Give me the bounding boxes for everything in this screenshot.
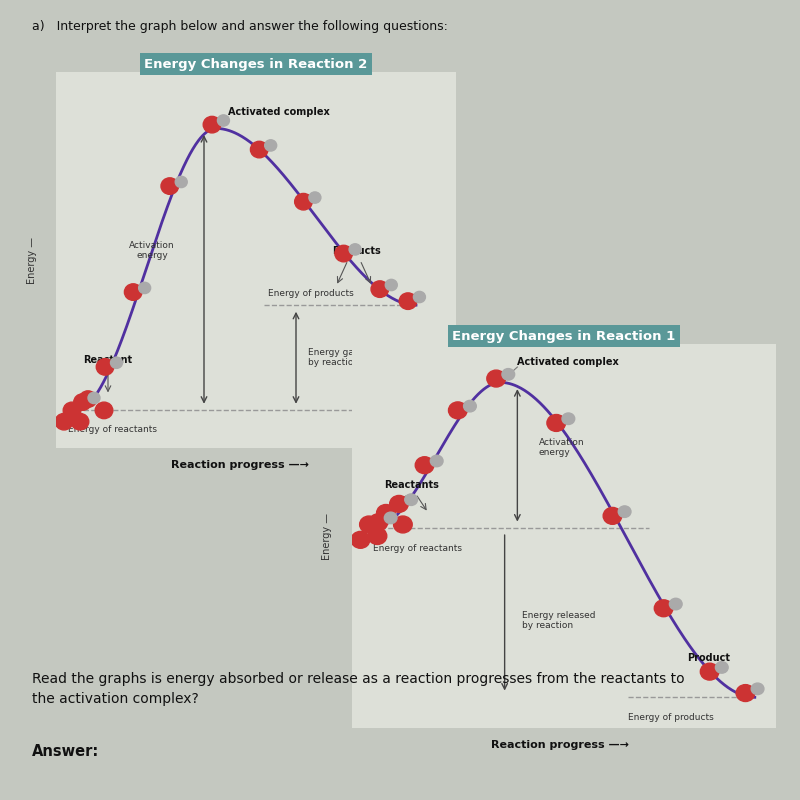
Text: Activated complex: Activated complex <box>228 107 330 117</box>
Text: Reactant: Reactant <box>83 355 133 366</box>
Circle shape <box>415 457 434 474</box>
Circle shape <box>79 391 97 407</box>
Text: Energy —: Energy — <box>27 237 37 283</box>
Circle shape <box>700 663 719 680</box>
Circle shape <box>654 600 673 617</box>
Circle shape <box>751 683 764 694</box>
Circle shape <box>250 142 268 158</box>
Circle shape <box>203 116 221 133</box>
Circle shape <box>405 494 418 506</box>
Text: Read the graphs is energy absorbed or release as a reaction progresses from the : Read the graphs is energy absorbed or re… <box>32 672 685 706</box>
Circle shape <box>371 281 389 298</box>
Circle shape <box>335 246 353 262</box>
Circle shape <box>63 402 81 418</box>
Circle shape <box>294 194 312 210</box>
Circle shape <box>430 455 443 466</box>
Text: Activation
energy: Activation energy <box>538 438 584 458</box>
Circle shape <box>360 516 378 533</box>
Text: Activated complex: Activated complex <box>518 357 619 367</box>
Text: Energy of reactants: Energy of reactants <box>373 544 462 553</box>
Circle shape <box>96 358 114 375</box>
Circle shape <box>414 291 426 302</box>
Circle shape <box>88 392 100 403</box>
Circle shape <box>370 514 388 530</box>
Circle shape <box>377 505 395 522</box>
Text: Products: Products <box>332 246 380 256</box>
Circle shape <box>175 176 187 187</box>
Text: Answer:: Answer: <box>32 744 99 759</box>
Circle shape <box>487 370 506 387</box>
Circle shape <box>110 357 122 368</box>
Circle shape <box>309 192 321 203</box>
Circle shape <box>386 279 398 290</box>
Circle shape <box>670 598 682 610</box>
Circle shape <box>736 685 754 702</box>
Text: Reactants: Reactants <box>384 480 438 490</box>
Circle shape <box>715 662 728 673</box>
Circle shape <box>349 244 361 255</box>
Text: Activation
energy: Activation energy <box>129 241 175 260</box>
Text: Energy of products: Energy of products <box>268 289 354 298</box>
Circle shape <box>138 282 150 294</box>
Title: Energy Changes in Reaction 2: Energy Changes in Reaction 2 <box>144 58 368 71</box>
Circle shape <box>95 402 113 418</box>
Text: Energy released
by reaction: Energy released by reaction <box>522 610 595 630</box>
Circle shape <box>502 369 514 380</box>
Circle shape <box>603 507 622 524</box>
Circle shape <box>265 140 277 151</box>
Circle shape <box>351 531 370 548</box>
Circle shape <box>463 400 476 412</box>
Text: Reaction progress —→: Reaction progress —→ <box>171 460 309 470</box>
Text: Product: Product <box>686 653 730 662</box>
Circle shape <box>547 414 566 431</box>
Text: Energy —: Energy — <box>322 513 331 559</box>
Circle shape <box>394 516 412 533</box>
Title: Energy Changes in Reaction 1: Energy Changes in Reaction 1 <box>452 330 676 343</box>
Circle shape <box>74 394 91 410</box>
Text: Reaction progress —→: Reaction progress —→ <box>491 740 629 750</box>
Text: Energy gained
by reaction: Energy gained by reaction <box>308 348 374 367</box>
Text: Energy of reactants: Energy of reactants <box>68 426 157 434</box>
Circle shape <box>368 527 386 545</box>
Circle shape <box>618 506 631 518</box>
Circle shape <box>384 512 397 524</box>
Circle shape <box>71 414 89 430</box>
Circle shape <box>399 293 417 310</box>
Circle shape <box>449 402 467 419</box>
Circle shape <box>161 178 178 194</box>
Circle shape <box>125 284 142 300</box>
Circle shape <box>562 413 574 425</box>
Text: a)   Interpret the graph below and answer the following questions:: a) Interpret the graph below and answer … <box>32 20 448 33</box>
Circle shape <box>218 115 230 126</box>
Text: Energy of products: Energy of products <box>628 713 714 722</box>
Circle shape <box>390 495 408 512</box>
Circle shape <box>55 414 73 430</box>
